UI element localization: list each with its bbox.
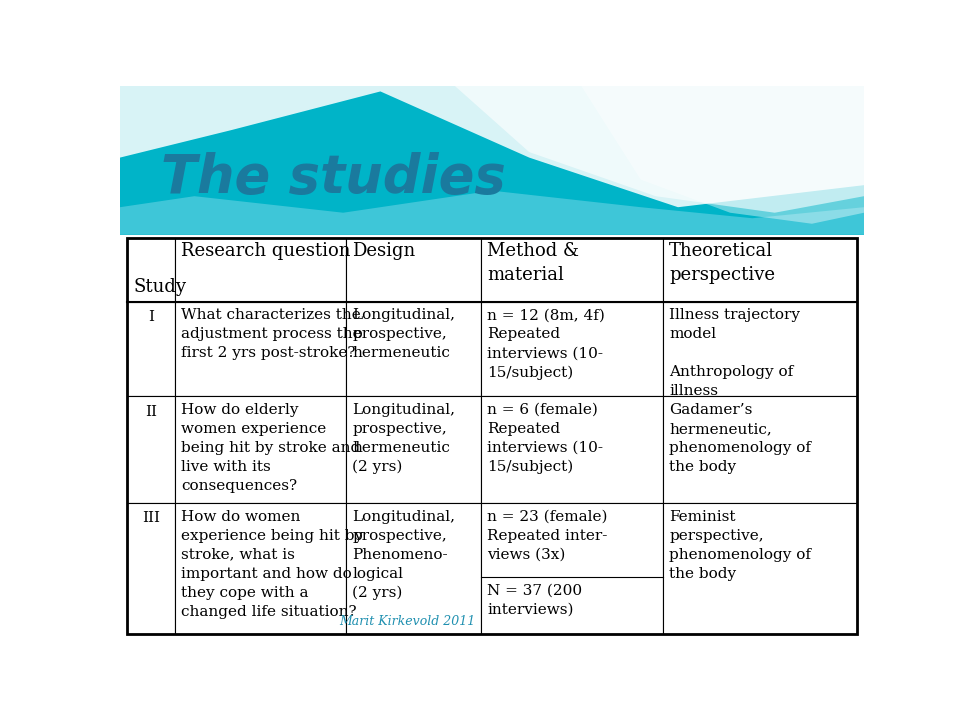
Text: Feminist
perspective,
phenomenology of
the body: Feminist perspective, phenomenology of t… [669, 510, 811, 581]
Bar [347, 503, 481, 634]
Text: Design: Design [352, 242, 416, 260]
Text: I: I [148, 310, 155, 324]
Bar [663, 238, 856, 301]
Bar [120, 235, 864, 637]
Bar [347, 397, 481, 503]
Bar [120, 86, 864, 235]
Text: Longitudinal,
prospective,
hermeneutic
(2 yrs): Longitudinal, prospective, hermeneutic (… [352, 403, 455, 474]
Text: II: II [145, 405, 157, 419]
Text: n = 6 (female)
Repeated
interviews (10-
15/subject): n = 6 (female) Repeated interviews (10- … [487, 403, 603, 474]
Bar [481, 503, 663, 634]
Text: Gadamer’s
hermeneutic,
phenomenology of
the body: Gadamer’s hermeneutic, phenomenology of … [669, 403, 811, 474]
Text: Longitudinal,
prospective,
hermeneutic: Longitudinal, prospective, hermeneutic [352, 309, 455, 360]
Text: N = 37 (200
interviews): N = 37 (200 interviews) [487, 584, 582, 616]
Bar [481, 301, 663, 397]
Bar [175, 238, 347, 301]
Text: Illness trajectory
model

Anthropology of
illness: Illness trajectory model Anthropology of… [669, 309, 801, 398]
Text: Longitudinal,
prospective,
Phenomeno-
logical
(2 yrs): Longitudinal, prospective, Phenomeno- lo… [352, 510, 455, 600]
Text: n = 12 (8m, 4f)
Repeated
interviews (10-
15/subject): n = 12 (8m, 4f) Repeated interviews (10-… [487, 309, 605, 379]
Text: Study: Study [133, 278, 186, 296]
Bar [347, 238, 481, 301]
Text: Theoretical
perspective: Theoretical perspective [669, 242, 776, 284]
Bar [128, 301, 175, 397]
Bar [175, 503, 347, 634]
Polygon shape [455, 86, 864, 213]
Bar [128, 238, 856, 634]
Bar [175, 301, 347, 397]
Text: What characterizes the
adjustment process the
first 2 yrs post-stroke?: What characterizes the adjustment proces… [180, 309, 361, 360]
Bar [663, 397, 856, 503]
Bar [128, 238, 175, 301]
Text: III: III [142, 511, 160, 526]
Bar [481, 397, 663, 503]
Text: Marit Kirkevold 2011: Marit Kirkevold 2011 [339, 615, 475, 628]
Text: Method &
material: Method & material [487, 242, 579, 284]
Polygon shape [120, 190, 864, 235]
Bar [128, 503, 175, 634]
Bar [663, 503, 856, 634]
Text: How do elderly
women experience
being hit by stroke and
live with its
consequenc: How do elderly women experience being hi… [180, 403, 360, 493]
Text: How do women
experience being hit by
stroke, what is
important and how do
they c: How do women experience being hit by str… [180, 510, 363, 619]
Bar [175, 397, 347, 503]
Text: n = 23 (female)
Repeated inter-
views (3x): n = 23 (female) Repeated inter- views (3… [487, 510, 608, 561]
Bar [663, 301, 856, 397]
Text: The studies: The studies [161, 153, 506, 205]
Bar [347, 301, 481, 397]
Bar [481, 238, 663, 301]
Text: Research question: Research question [180, 242, 350, 260]
Polygon shape [581, 86, 864, 223]
Bar [128, 397, 175, 503]
Polygon shape [120, 86, 864, 207]
